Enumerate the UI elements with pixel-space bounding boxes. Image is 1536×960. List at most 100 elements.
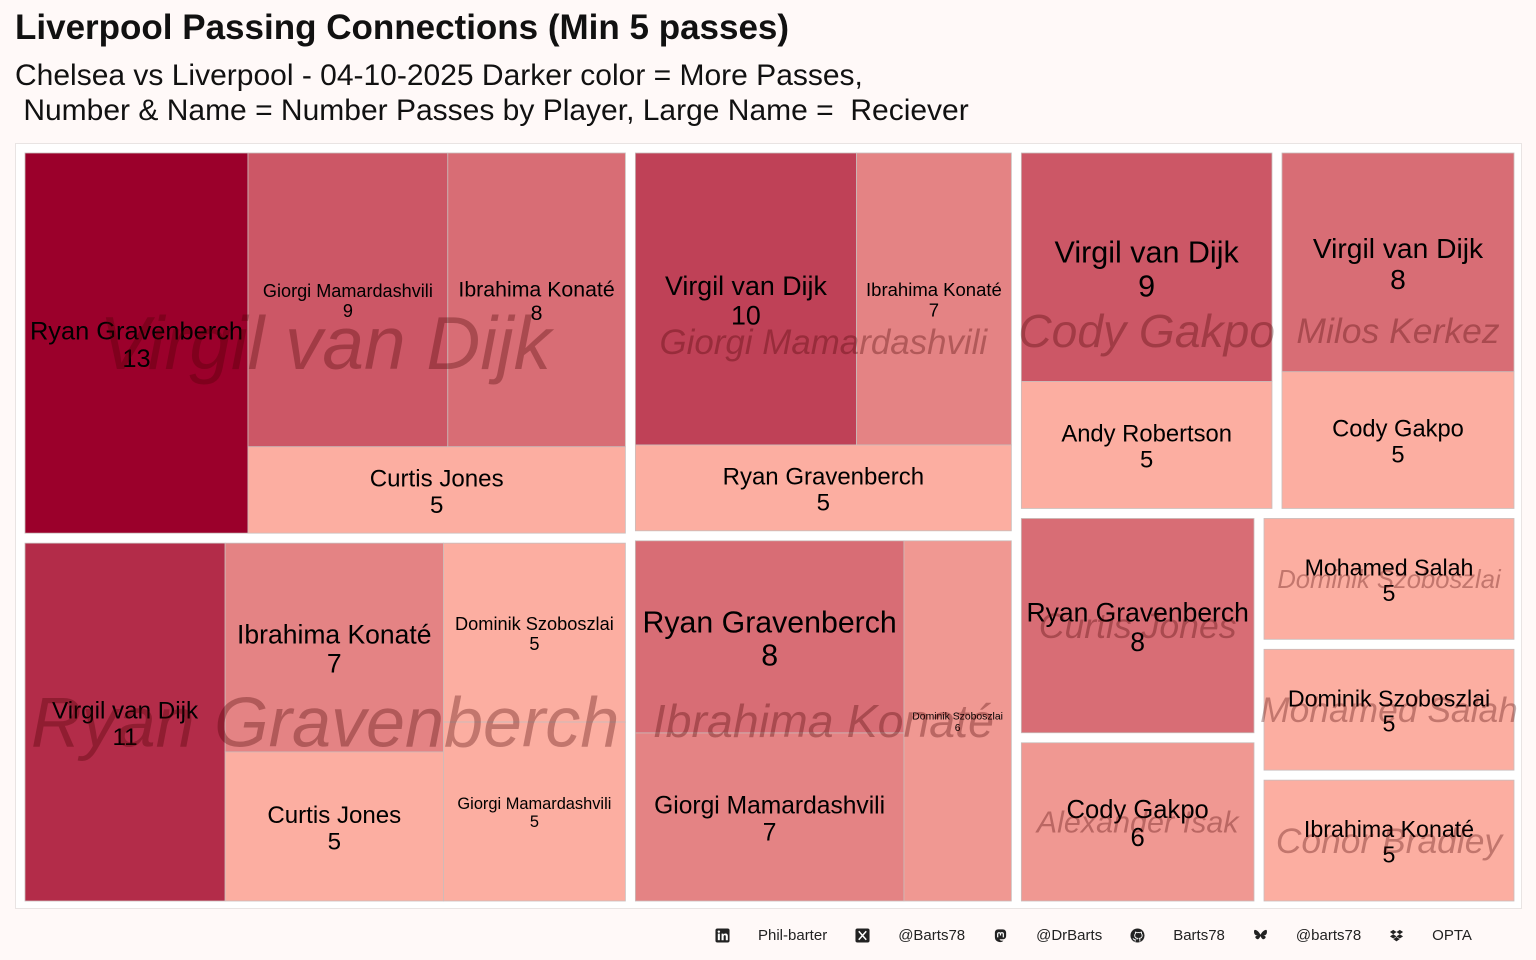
tile-giorgi-mamardashvili-from-ryan-gravenberch[interactable] (634, 444, 1012, 532)
tile-milos-kerkez-from-virgil-van-dijk[interactable] (1281, 152, 1515, 373)
dropbox-icon[interactable] (1389, 928, 1404, 943)
passer-name: Virgil van Dijk (52, 697, 199, 724)
tile-dominik-szoboszlai-from-mohamed-salah[interactable] (1263, 518, 1515, 640)
tile-curtis-jones-from-ryan-gravenberch[interactable] (1020, 518, 1255, 734)
receiver-label-virgil-van-dijk: Virgil van Dijk (99, 301, 554, 385)
tile-virgil-van-dijk-from-curtis-jones[interactable] (247, 446, 626, 534)
tile-ryan-gravenberch-from-giorgi-mamardashvili[interactable] (443, 721, 626, 902)
tile-ibrahima-konate-from-dominik-szoboszlai[interactable] (903, 540, 1012, 902)
pass-count: 5 (1383, 711, 1396, 737)
tile-giorgi-mamardashvili-from-ibrahima-konate[interactable] (856, 152, 1012, 446)
tile-alexander-isak-from-cody-gakpo[interactable] (1020, 742, 1255, 902)
github-handle: Barts78 (1173, 926, 1225, 944)
credits-footer: Phil-barter @Barts78 @DrBarts Barts78 @b… (715, 924, 1500, 946)
pass-count: 9 (343, 301, 353, 321)
passer-name: Curtis Jones (267, 802, 401, 829)
chart-subtitle: Chelsea vs Liverpool - 04-10-2025 Darker… (15, 59, 969, 127)
passer-name: Ryan Gravenberch (642, 606, 896, 639)
tile-ryan-gravenberch-from-ibrahima-konate[interactable] (224, 542, 444, 753)
receiver-label-milos-kerkez: Milos Kerkez (1296, 311, 1499, 351)
mastodon-icon[interactable] (993, 928, 1008, 943)
tile-virgil-van-dijk-from-ibrahima-konate[interactable] (447, 152, 626, 448)
tile-giorgi-mamardashvili-from-virgil-van-dijk[interactable] (634, 152, 857, 446)
pass-count: 6 (955, 723, 961, 734)
tile-mohamed-salah-from-dominik-szoboszlai[interactable] (1263, 648, 1515, 771)
tile-virgil-van-dijk-from-ryan-gravenberch[interactable] (24, 152, 249, 534)
tile-ibrahima-konate-from-ryan-gravenberch[interactable] (634, 540, 905, 734)
tile-cody-gakpo-from-virgil-van-dijk[interactable] (1020, 152, 1273, 382)
github-icon[interactable] (1130, 927, 1145, 943)
passer-name: Ryan Gravenberch (723, 463, 924, 490)
pass-count: 5 (1383, 842, 1396, 868)
passer-name: Cody Gakpo (1067, 796, 1209, 824)
receiver-label-ryan-gravenberch: Ryan Gravenberch (31, 684, 619, 762)
bluesky-icon[interactable] (1253, 928, 1268, 943)
passer-name: Andy Robertson (1061, 420, 1232, 447)
pass-count: 8 (1130, 627, 1145, 657)
passer-name: Mohamed Salah (1305, 554, 1474, 580)
passer-name: Giorgi Mamardashvili (457, 795, 611, 813)
tile-ryan-gravenberch-from-virgil-van-dijk[interactable] (24, 542, 226, 902)
passer-name: Ibrahima Konaté (458, 278, 614, 302)
x-handle: @Barts78 (898, 926, 966, 944)
passer-name: Ryan Gravenberch (30, 317, 243, 345)
pass-count: 10 (731, 300, 761, 330)
receiver-label-dominik-szoboszlai: Dominik Szoboszlai (1277, 566, 1502, 594)
tile-cody-gakpo-from-andy-robertson[interactable] (1020, 381, 1273, 509)
passer-name: Ibrahima Konaté (1304, 816, 1474, 842)
pass-count: 7 (929, 300, 939, 321)
pass-count: 5 (1391, 443, 1404, 469)
passer-name: Virgil van Dijk (665, 271, 827, 301)
x-twitter-icon[interactable] (855, 927, 870, 943)
linkedin-icon[interactable] (715, 927, 730, 943)
receiver-label-cody-gakpo: Cody Gakpo (1018, 305, 1275, 357)
passer-name: Dominik Szoboszlai (455, 614, 614, 634)
passer-name: Dominik Szoboszlai (912, 711, 1003, 722)
receiver-label-mohamed-salah: Mohamed Salah (1260, 690, 1518, 730)
receiver-label-alexander-isak: Alexander Isak (1035, 806, 1240, 840)
receiver-label-conor-bradley: Conor Bradley (1276, 821, 1505, 861)
passer-name: Ibrahima Konaté (866, 279, 1002, 300)
pass-count: 8 (761, 640, 778, 673)
tile-milos-kerkez-from-cody-gakpo[interactable] (1281, 371, 1515, 509)
tile-ibrahima-konate-from-giorgi-mamardashvili[interactable] (634, 732, 905, 902)
pass-count: 9 (1138, 269, 1155, 303)
passer-name: Ibrahima Konaté (237, 620, 431, 650)
receiver-label-ibrahima-konate: Ibrahima Konaté (653, 695, 994, 747)
pass-count: 8 (1390, 263, 1406, 295)
pass-count: 5 (529, 634, 539, 654)
passer-name: Virgil van Dijk (1313, 232, 1484, 264)
bluesky-handle: @barts78 (1295, 926, 1362, 944)
pass-count: 8 (531, 301, 543, 325)
pass-count: 5 (1383, 580, 1396, 606)
passer-name: Virgil van Dijk (1055, 236, 1240, 270)
pass-count: 7 (327, 649, 342, 679)
pass-count: 7 (763, 819, 777, 846)
tile-ryan-gravenberch-from-curtis-jones[interactable] (224, 751, 444, 902)
tile-ryan-gravenberch-from-dominik-szoboszlai[interactable] (443, 542, 626, 723)
pass-count: 5 (530, 813, 539, 831)
passer-name: Curtis Jones (370, 465, 504, 492)
passer-name: Cody Gakpo (1332, 417, 1464, 443)
tile-conor-bradley-from-ibrahima-konate[interactable] (1263, 779, 1515, 902)
receiver-label-giorgi-mamardashvili: Giorgi Mamardashvili (660, 323, 989, 362)
chart-title: Liverpool Passing Connections (Min 5 pas… (15, 8, 790, 47)
pass-count: 13 (122, 345, 150, 373)
passer-name: Dominik Szoboszlai (1288, 685, 1490, 711)
pass-count: 6 (1131, 824, 1145, 852)
data-source: OPTA (1432, 926, 1472, 944)
pass-count: 5 (1140, 447, 1153, 474)
mastodon-handle: @DrBarts (1036, 926, 1103, 944)
